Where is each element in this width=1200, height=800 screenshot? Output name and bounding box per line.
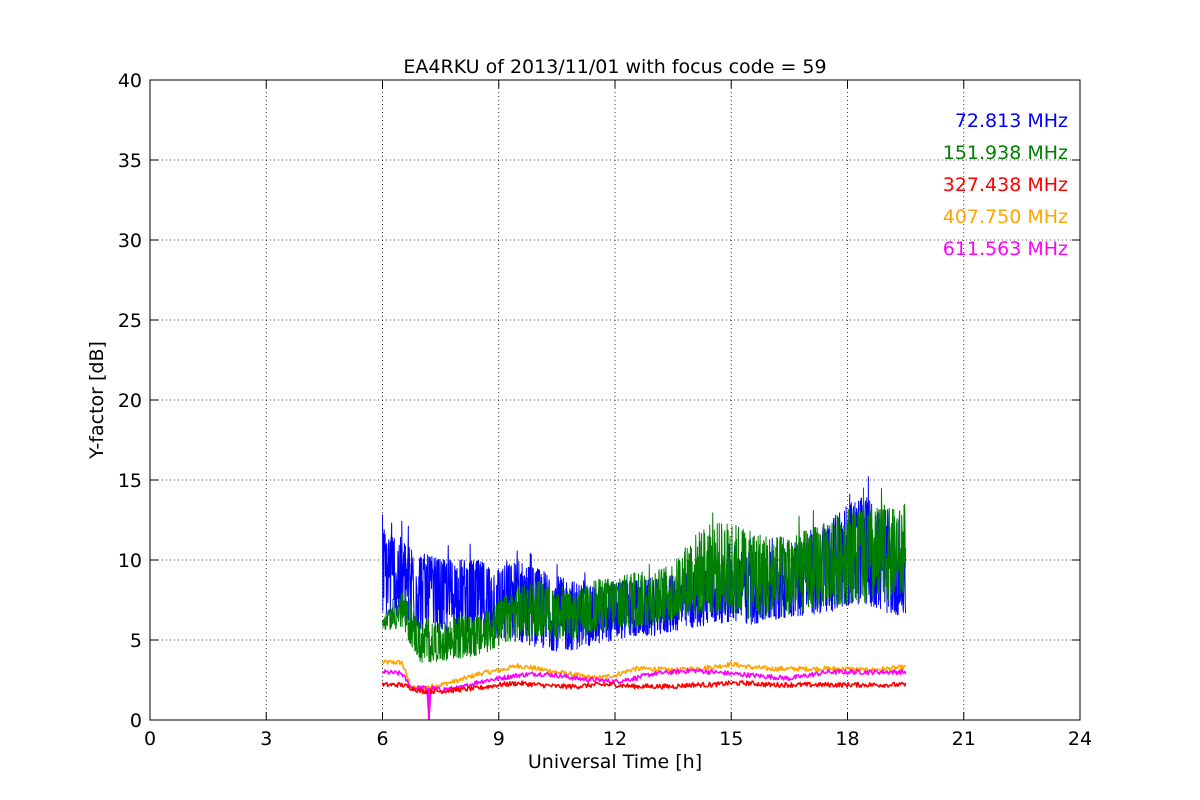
x-tick-label: 21: [952, 728, 976, 750]
legend: 72.813 MHz 151.938 MHz 327.438 MHz 407.750 …: [943, 110, 1068, 260]
y-tick-label: 10: [118, 550, 142, 572]
x-tick-label: 9: [493, 728, 505, 750]
series-line-407-750-mhz: [381, 659, 907, 691]
x-axis-label: Universal Time [h]: [528, 751, 702, 773]
legend-entry: 327.438 MHz: [943, 174, 1068, 196]
y-tick-label: 30: [118, 230, 142, 252]
legend-entry: 72.813 MHz: [955, 110, 1068, 132]
series-layer: [381, 476, 907, 720]
x-tick-label: 3: [260, 728, 272, 750]
y-tick-label: 15: [118, 470, 142, 492]
legend-entry: 407.750 MHz: [943, 206, 1068, 228]
y-tick-label: 40: [118, 70, 142, 92]
x-tick-label: 0: [144, 728, 156, 750]
x-tick-label: 18: [835, 728, 859, 750]
legend-entry: 151.938 MHz: [943, 142, 1068, 164]
series-line-611-563-mhz: [381, 667, 907, 717]
y-tick-label: 25: [118, 310, 142, 332]
series-line-151-938-mhz: [382, 487, 907, 663]
x-tick-label: 15: [719, 728, 743, 750]
series-line-327-438-mhz: [381, 680, 907, 695]
y-tick-label: 35: [118, 150, 142, 172]
x-tick-label: 12: [603, 728, 627, 750]
y-axis-label: Y-factor [dB]: [86, 341, 108, 460]
y-tick-label: 5: [130, 630, 142, 652]
chart-title: EA4RKU of 2013/11/01 with focus code = 5…: [403, 56, 826, 78]
y-tick-label: 20: [118, 390, 142, 412]
legend-entry: 611.563 MHz: [943, 238, 1068, 260]
x-tick-label: 24: [1068, 728, 1092, 750]
grid: [150, 80, 1080, 720]
ticks: 0 3 6 9 12 15 18 21 24 0 5 10 15 20 25 30 35 40: [118, 70, 1092, 750]
y-tick-label: 0: [130, 710, 142, 732]
x-tick-label: 6: [376, 728, 388, 750]
